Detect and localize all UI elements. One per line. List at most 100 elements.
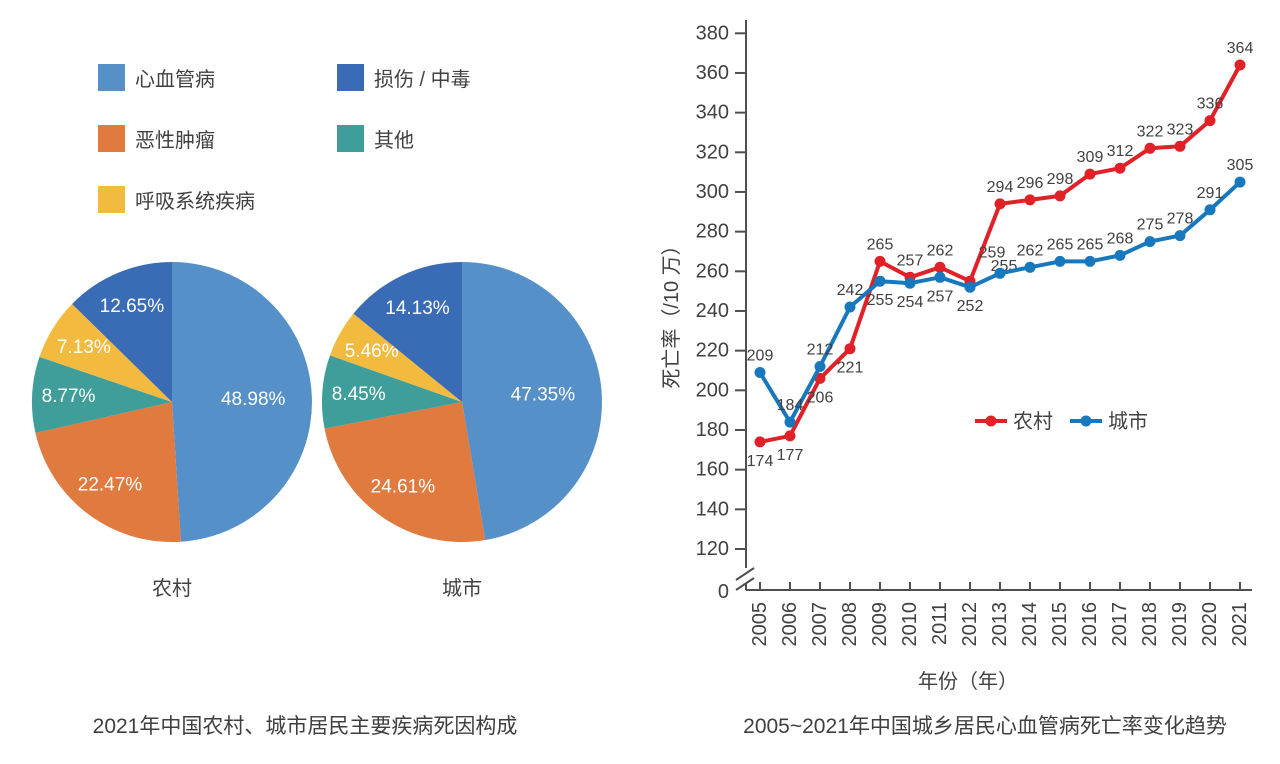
y-tick-label: 240 (696, 300, 729, 322)
data-point-农村-2011 (934, 261, 946, 273)
legend-swatch (98, 64, 125, 91)
data-label-农村-2016: 309 (1077, 149, 1104, 166)
legend-item-心血管病: 心血管病 (98, 64, 337, 91)
data-point-城市-2017 (1114, 249, 1126, 261)
axis-break-mark (735, 567, 755, 581)
data-point-农村-2006 (784, 430, 796, 442)
pie-slice-value-label: 48.98% (221, 389, 286, 410)
data-label-城市-2012: 252 (957, 298, 984, 315)
y-tick-label: 200 (696, 379, 729, 401)
line-legend-dot-农村 (985, 415, 997, 427)
pie-slice-value-label: 8.77% (42, 386, 96, 407)
data-label-农村-2015: 298 (1047, 171, 1074, 188)
data-label-城市-2007: 212 (807, 342, 834, 359)
pie-slice-value-label: 47.35% (511, 385, 576, 406)
legend-item-损伤 / 中毒: 损伤 / 中毒 (337, 64, 617, 91)
data-label-农村-2021: 364 (1227, 40, 1254, 57)
data-label-城市-2015: 265 (1047, 236, 1074, 253)
data-label-城市-2018: 275 (1137, 217, 1164, 234)
pie-chart-rural: 48.98% 22.47% 8.77% 7.13% 12.65% (31, 262, 312, 542)
pie-slice-农村-其他 (31, 356, 172, 433)
pie-slice-value-label: 8.45% (332, 384, 386, 405)
pie-slice-value-label: 5.46% (345, 341, 399, 362)
pie-slice-城市-恶性肿瘤 (324, 402, 486, 542)
pie-chart-urban: 47.35% 24.61% 8.45% 5.46% 14.13% (322, 262, 602, 542)
data-label-农村-2005: 174 (747, 453, 774, 470)
x-tick-label-2014: 2014 (1019, 602, 1041, 647)
data-point-城市-2020 (1204, 204, 1216, 216)
legend-label: 其他 (374, 130, 414, 152)
data-label-城市-2014: 262 (1017, 242, 1044, 259)
pie-slice-value-label: 22.47% (78, 475, 143, 496)
pie-slice-农村-心血管病 (172, 262, 312, 542)
data-point-城市-2013 (994, 267, 1006, 279)
x-tick-label-2008: 2008 (839, 602, 861, 647)
data-label-农村-2011: 262 (927, 242, 954, 259)
data-point-农村-2016 (1084, 168, 1096, 180)
data-point-农村-2013 (994, 198, 1006, 210)
y-axis-label: 死亡率（/10 万） (660, 235, 683, 388)
pie-slice-城市-其他 (322, 355, 462, 429)
data-point-城市-2008 (844, 301, 856, 313)
data-point-农村-2021 (1234, 59, 1246, 71)
y-tick-label: 120 (696, 538, 729, 560)
data-point-城市-2015 (1054, 255, 1066, 267)
x-tick-label-2006: 2006 (779, 602, 801, 647)
data-label-农村-2008: 221 (837, 360, 864, 377)
data-point-农村-2020 (1204, 115, 1216, 127)
data-point-农村-2005 (754, 436, 766, 448)
x-tick-label-2007: 2007 (809, 602, 831, 647)
data-point-农村-2018 (1144, 142, 1156, 154)
x-tick-label-2021: 2021 (1229, 602, 1251, 647)
pie-slice-value-label: 12.65% (100, 296, 165, 317)
pie-slice-value-label: 24.61% (371, 477, 436, 498)
data-point-农村-2009 (874, 255, 886, 267)
pie-slice-城市-损伤/中毒 (353, 262, 462, 402)
y-tick-label: 380 (696, 22, 729, 44)
x-tick-label-2016: 2016 (1079, 602, 1101, 647)
x-tick-label-2010: 2010 (899, 602, 921, 647)
line-legend-label-农村: 农村 (1013, 410, 1053, 433)
x-tick-label-2005: 2005 (749, 602, 771, 647)
x-tick-label-2012: 2012 (959, 602, 981, 647)
data-point-农村-2008 (844, 343, 856, 355)
data-point-农村-2014 (1024, 194, 1036, 206)
pie-legend: 心血管病恶性肿瘤呼吸系统疾病 损伤 / 中毒其他 (98, 64, 617, 247)
data-label-农村-2007: 206 (807, 389, 834, 406)
data-label-农村-2020: 336 (1197, 96, 1224, 113)
y-tick-label: 320 (696, 141, 729, 163)
x-axis-label: 年份（年） (918, 670, 1018, 693)
data-point-城市-2018 (1144, 236, 1156, 248)
x-tick-label-2009: 2009 (869, 602, 891, 647)
data-point-农村-2019 (1174, 140, 1186, 152)
x-tick-label-2015: 2015 (1049, 602, 1071, 647)
data-label-城市-2005: 209 (747, 348, 774, 365)
data-label-城市-2016: 265 (1077, 236, 1104, 253)
data-point-农村-2015 (1054, 190, 1066, 202)
data-label-农村-2018: 322 (1137, 123, 1164, 140)
data-point-城市-2021 (1234, 176, 1246, 188)
y-tick-label-zero: 0 (718, 581, 729, 603)
legend-item-其他: 其他 (337, 125, 617, 152)
data-label-农村-2009: 265 (867, 236, 894, 253)
x-tick-label-2020: 2020 (1199, 602, 1221, 647)
legend-label: 恶性肿瘤 (135, 130, 215, 152)
data-label-城市-2013: 259 (979, 244, 1006, 261)
legend-item-呼吸系统疾病: 呼吸系统疾病 (98, 186, 337, 213)
pie-slice-农村-恶性肿瘤 (35, 402, 181, 542)
data-label-城市-2019: 278 (1167, 211, 1194, 228)
pie-slice-value-label: 7.13% (57, 337, 111, 358)
line-legend-dot-城市 (1080, 415, 1092, 427)
data-point-城市-2012 (964, 281, 976, 293)
data-label-城市-2017: 268 (1107, 230, 1134, 247)
line-legend-label-城市: 城市 (1108, 410, 1148, 433)
y-tick-label: 140 (696, 498, 729, 520)
data-label-城市-2011: 257 (927, 288, 954, 305)
data-label-城市-2006: 184 (777, 397, 804, 414)
data-point-城市-2014 (1024, 261, 1036, 273)
data-point-城市-2016 (1084, 255, 1096, 267)
legend-swatch (98, 125, 125, 152)
legend-label: 心血管病 (135, 69, 215, 91)
data-label-农村-2019: 323 (1167, 121, 1194, 138)
